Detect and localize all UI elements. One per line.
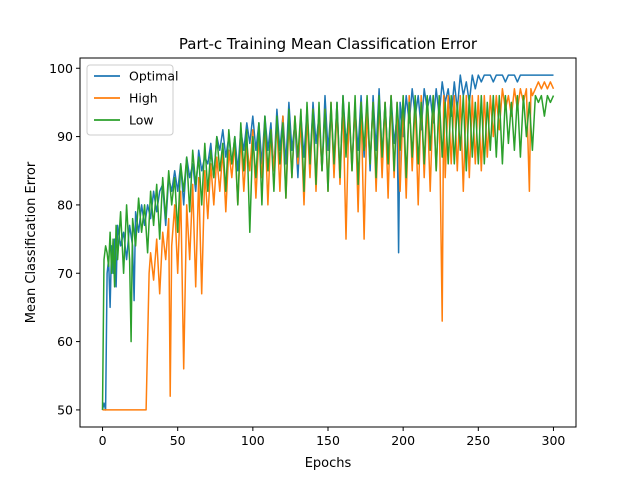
legend-label-high: High [129, 91, 158, 106]
x-tick-label: 100 [241, 433, 265, 448]
legend-label-optimal: Optimal [129, 69, 178, 84]
x-tick-label: 200 [391, 433, 415, 448]
x-tick-label: 150 [316, 433, 340, 448]
y-tick-label: 80 [57, 197, 73, 212]
legend: Optimal High Low [86, 64, 178, 136]
y-tick-label: 70 [57, 266, 73, 281]
series-line-high [102, 81, 555, 411]
x-tick-label: 250 [466, 433, 490, 448]
x-axis-title: Epochs [305, 456, 352, 471]
x-tick-label: 50 [170, 433, 186, 448]
x-tick-label: 300 [542, 433, 566, 448]
series-line-low [101, 94, 555, 410]
chart-title: Part-c Training Mean Classification Erro… [179, 35, 478, 53]
x-axis: 0 50 100 150 200 250 300 [99, 427, 566, 448]
legend-label-low: Low [129, 113, 154, 128]
y-axis-title: Mean Classification Error [24, 161, 39, 323]
y-tick-label: 90 [57, 129, 73, 144]
series-lines [101, 74, 555, 411]
y-tick-label: 100 [49, 61, 73, 76]
y-tick-label: 50 [57, 402, 73, 417]
legend-box [86, 64, 174, 136]
y-axis: 50 60 70 80 90 100 [49, 61, 80, 417]
y-tick-label: 60 [57, 334, 73, 349]
x-tick-label: 0 [99, 433, 107, 448]
